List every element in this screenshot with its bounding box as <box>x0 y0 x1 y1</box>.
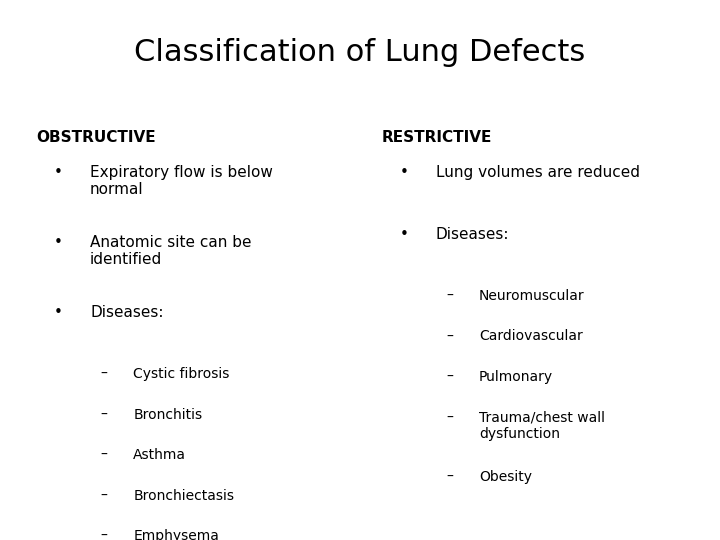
Text: Lung volumes are reduced: Lung volumes are reduced <box>436 165 639 180</box>
Text: Trauma/chest wall
dysfunction: Trauma/chest wall dysfunction <box>479 410 605 441</box>
Text: •: • <box>400 227 408 242</box>
Text: Bronchiectasis: Bronchiectasis <box>133 489 234 503</box>
Text: RESTRICTIVE: RESTRICTIVE <box>382 130 492 145</box>
Text: –: – <box>101 408 108 422</box>
Text: •: • <box>54 235 63 250</box>
Text: Diseases:: Diseases: <box>90 305 163 320</box>
Text: –: – <box>446 329 454 343</box>
Text: OBSTRUCTIVE: OBSTRUCTIVE <box>36 130 156 145</box>
Text: Emphysema: Emphysema <box>133 529 219 540</box>
Text: Cystic fibrosis: Cystic fibrosis <box>133 367 230 381</box>
Text: Anatomic site can be
identified: Anatomic site can be identified <box>90 235 251 267</box>
Text: Neuromuscular: Neuromuscular <box>479 289 585 303</box>
Text: Pulmonary: Pulmonary <box>479 370 553 384</box>
Text: •: • <box>54 165 63 180</box>
Text: –: – <box>101 448 108 462</box>
Text: –: – <box>101 367 108 381</box>
Text: •: • <box>400 165 408 180</box>
Text: Asthma: Asthma <box>133 448 186 462</box>
Text: –: – <box>446 370 454 384</box>
Text: –: – <box>446 410 454 424</box>
Text: Expiratory flow is below
normal: Expiratory flow is below normal <box>90 165 273 197</box>
Text: Bronchitis: Bronchitis <box>133 408 202 422</box>
Text: •: • <box>54 305 63 320</box>
Text: Classification of Lung Defects: Classification of Lung Defects <box>135 38 585 67</box>
Text: Cardiovascular: Cardiovascular <box>479 329 582 343</box>
Text: –: – <box>446 470 454 484</box>
Text: Obesity: Obesity <box>479 470 532 484</box>
Text: –: – <box>101 489 108 503</box>
Text: –: – <box>446 289 454 303</box>
Text: –: – <box>101 529 108 540</box>
Text: Diseases:: Diseases: <box>436 227 509 242</box>
